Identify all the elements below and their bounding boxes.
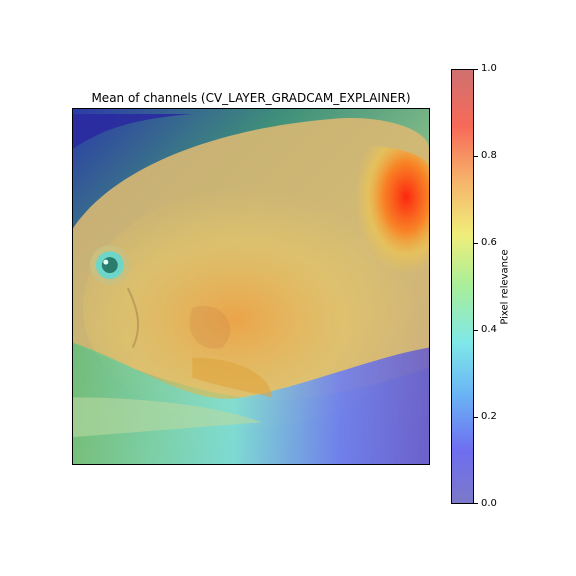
colorbar-label: Pixel relevance <box>499 249 511 325</box>
colorbar-tick-label: 0.2 <box>481 411 497 422</box>
colorbar <box>451 69 474 504</box>
colorbar-tick-label: 1.0 <box>481 63 497 74</box>
colorbar-tick-mark <box>474 417 478 418</box>
gradcam-image <box>72 108 430 465</box>
plot-title: Mean of channels (CV_LAYER_GRADCAM_EXPLA… <box>91 91 411 105</box>
colorbar-tick-label: 0.4 <box>481 324 497 335</box>
colorbar-tick-label: 0.6 <box>481 237 497 248</box>
colorbar-tick-mark <box>474 243 478 244</box>
gradcam-heatmap-overlay <box>73 109 429 464</box>
colorbar-tick-mark <box>474 330 478 331</box>
colorbar-tick-mark <box>474 69 478 70</box>
colorbar-tick-mark <box>474 156 478 157</box>
colorbar-tick-mark <box>474 503 478 504</box>
colorbar-tick-label: 0.0 <box>481 498 497 509</box>
colorbar-tick-label: 0.8 <box>481 150 497 161</box>
